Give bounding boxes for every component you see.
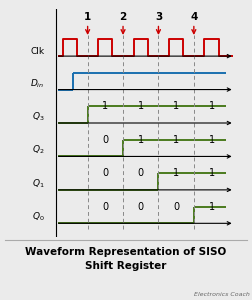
Text: 1: 1 bbox=[138, 135, 144, 145]
Text: 1: 1 bbox=[84, 12, 91, 22]
Text: 2: 2 bbox=[119, 12, 127, 22]
Text: $Q_1$: $Q_1$ bbox=[32, 177, 44, 190]
Text: 0: 0 bbox=[102, 135, 108, 145]
Text: 1: 1 bbox=[138, 101, 144, 111]
Text: 1: 1 bbox=[208, 202, 215, 212]
Text: 1: 1 bbox=[208, 135, 215, 145]
Text: Electronics Coach: Electronics Coach bbox=[194, 292, 250, 298]
Text: 1: 1 bbox=[208, 168, 215, 178]
Text: Clk: Clk bbox=[30, 47, 44, 56]
Text: 1: 1 bbox=[173, 168, 179, 178]
Text: 0: 0 bbox=[102, 202, 108, 212]
Text: 0: 0 bbox=[173, 202, 179, 212]
Text: 0: 0 bbox=[102, 168, 108, 178]
Text: $Q_0$: $Q_0$ bbox=[32, 211, 44, 223]
Text: 3: 3 bbox=[155, 12, 162, 22]
Text: 1: 1 bbox=[208, 101, 215, 111]
Text: $Q_3$: $Q_3$ bbox=[32, 110, 44, 123]
Text: 1: 1 bbox=[102, 101, 108, 111]
Text: $Q_2$: $Q_2$ bbox=[32, 144, 44, 156]
Text: 4: 4 bbox=[190, 12, 198, 22]
Text: 0: 0 bbox=[138, 168, 144, 178]
Text: 0: 0 bbox=[138, 202, 144, 212]
Text: Waveform Representation of SISO
Shift Register: Waveform Representation of SISO Shift Re… bbox=[25, 248, 227, 271]
Text: $D_{in}$: $D_{in}$ bbox=[30, 77, 44, 90]
Text: 1: 1 bbox=[173, 135, 179, 145]
Text: 1: 1 bbox=[173, 101, 179, 111]
